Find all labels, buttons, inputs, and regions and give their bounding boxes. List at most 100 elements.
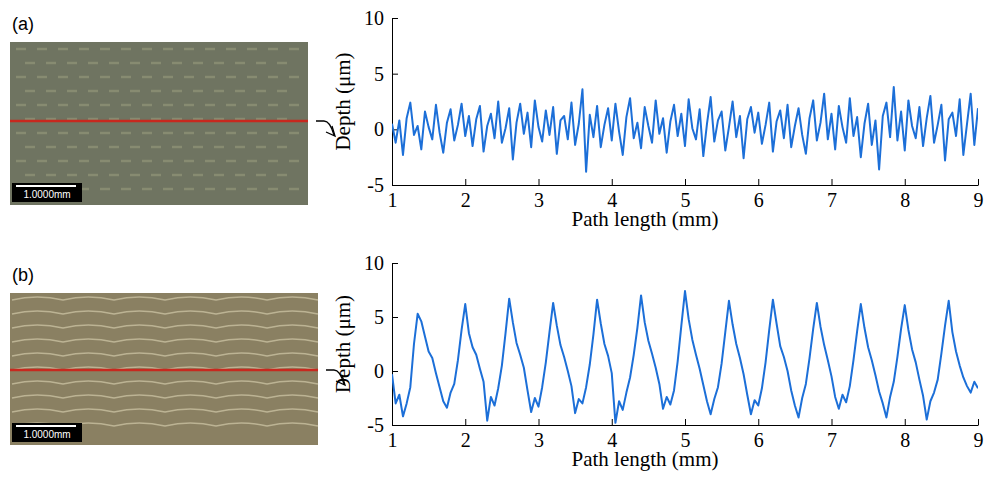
tick-mark (685, 419, 686, 425)
texture-stroke (12, 381, 318, 384)
scale-bar (16, 185, 76, 187)
tick-mark (392, 371, 398, 372)
tick-mark (685, 179, 686, 185)
tick-label: 1 (388, 189, 398, 211)
scale-bar-box (12, 183, 82, 202)
tick-label: 1 (388, 429, 398, 451)
tick: -5 (367, 414, 398, 436)
x-axis-title: Path length (mm) (572, 207, 719, 231)
figure-root: 1.0000mm(a)1.0000mm(b)123456789-50510Pat… (0, 0, 997, 477)
tick-mark (612, 419, 613, 425)
tick: 5 (374, 306, 398, 328)
tick: 0 (374, 360, 398, 382)
tick-mark (905, 179, 906, 185)
tick-mark (392, 18, 398, 19)
texture-stroke (25, 174, 287, 177)
tick-label: 7 (827, 189, 837, 211)
tick: 7 (827, 419, 837, 451)
tick-mark (758, 419, 759, 425)
texture-stroke (16, 104, 299, 107)
panel-label: (b) (12, 265, 34, 285)
tick: 3 (534, 179, 544, 211)
tick-mark (905, 419, 906, 425)
tick-mark (392, 425, 398, 426)
tick: 2 (461, 179, 471, 211)
texture-stroke (16, 132, 299, 135)
plot-area (392, 291, 978, 423)
tick-mark (832, 419, 833, 425)
tick-label: 2 (461, 429, 471, 451)
tick-mark (539, 179, 540, 185)
plot-area (392, 87, 978, 172)
tick-label: 8 (900, 429, 910, 451)
texture-stroke (25, 62, 287, 65)
texture-stroke (12, 395, 318, 398)
micrograph-background (10, 42, 308, 205)
micrograph: 1.0000mm (10, 293, 318, 445)
tick-mark (392, 185, 398, 186)
tick-mark (392, 263, 398, 264)
tick-label: 8 (900, 189, 910, 211)
tick-mark (465, 179, 466, 185)
tick-label: 5 (374, 63, 384, 85)
scale-bar-box (12, 423, 82, 442)
tick-label: 3 (534, 189, 544, 211)
axis-line (392, 19, 393, 186)
tick-label: 6 (754, 429, 764, 451)
texture-stroke (16, 48, 299, 51)
tick-label: 9 (974, 429, 984, 451)
tick-mark (465, 419, 466, 425)
tick-label: -5 (367, 174, 384, 196)
tick: 6 (754, 179, 764, 211)
texture-stroke (25, 146, 287, 149)
y-axis-title: Depth (μm) (331, 295, 355, 393)
tick-mark (978, 419, 979, 425)
tick-label: 5 (374, 306, 384, 328)
tick: 9 (974, 419, 984, 451)
chart: 123456789-50510Path length (mm)Depth (μm… (331, 252, 984, 471)
tick-label: 0 (374, 360, 384, 382)
tick: 7 (827, 179, 837, 211)
tick-mark (612, 179, 613, 185)
y-axis: -5 0 5 10 (364, 252, 398, 436)
axis-line (393, 425, 979, 426)
tick-label: 7 (827, 429, 837, 451)
tick-mark (539, 419, 540, 425)
tick-mark (978, 179, 979, 185)
profile-path-line (10, 120, 308, 123)
tick-label: 3 (534, 429, 544, 451)
x-axis-title: Path length (mm) (572, 447, 719, 471)
scale-bar-label: 1.0000mm (23, 429, 70, 440)
tick-label: 6 (754, 189, 764, 211)
micrograph-texture (12, 297, 318, 426)
tick: 8 (900, 179, 910, 211)
texture-stroke (12, 297, 318, 300)
axis-line (392, 264, 393, 426)
micrograph: 1.0000mm (10, 42, 308, 205)
figure-svg: 1.0000mm(a)1.0000mm(b)123456789-50510Pat… (0, 0, 997, 477)
texture-stroke (12, 339, 318, 342)
tick: 2 (461, 419, 471, 451)
tick-label: 10 (364, 252, 384, 274)
tick: 10 (364, 252, 398, 274)
texture-stroke (16, 160, 299, 163)
panel-label: (a) (12, 14, 34, 34)
tick-label: 0 (374, 118, 384, 140)
profile-line (392, 291, 978, 423)
tick-label: 2 (461, 189, 471, 211)
micrograph-background (10, 293, 318, 445)
y-axis: -5 0 5 10 (364, 7, 398, 196)
texture-stroke (12, 325, 318, 328)
profile-line (392, 87, 978, 172)
texture-stroke (12, 409, 318, 412)
tick: 8 (900, 419, 910, 451)
profile-path-line (10, 369, 318, 372)
tick: 9 (974, 179, 984, 211)
scale-bar-label: 1.0000mm (23, 189, 70, 200)
y-axis-title: Depth (μm) (331, 52, 355, 150)
chart: 123456789-50510Path length (mm)Depth (μm… (331, 7, 984, 231)
tick-label: 10 (364, 7, 384, 29)
tick-mark (758, 179, 759, 185)
texture-stroke (12, 353, 318, 356)
tick: 10 (364, 7, 398, 29)
